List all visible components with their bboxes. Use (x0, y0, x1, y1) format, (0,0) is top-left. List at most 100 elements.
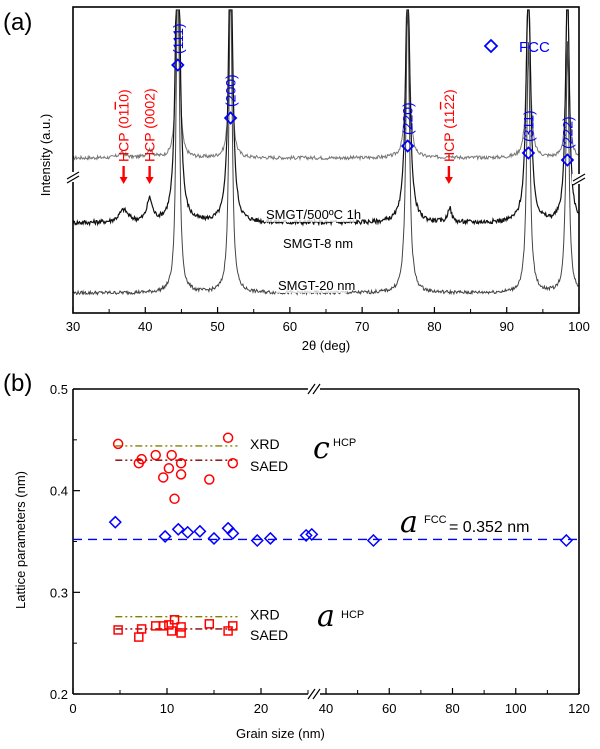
fcc-peak-label: (220) (400, 102, 416, 135)
x-tick-label: 40 (319, 701, 333, 716)
x-tick-label: 30 (66, 319, 80, 334)
panel-a-x-axis-label: 2θ (deg) (302, 338, 350, 353)
c-hcp-point (150, 449, 161, 461)
c-hcp-symbol: c (313, 431, 330, 466)
panel-b-x-axis-label: Grain size (nm) (236, 726, 325, 741)
x-tick-label: 100 (505, 701, 527, 716)
y-axis-break-gap-right (572, 174, 586, 184)
a-fcc-point (366, 533, 380, 548)
reference-line-label: XRD (250, 607, 280, 623)
y-tick-label: 0.5 (50, 382, 68, 397)
a-hcp-point (204, 619, 215, 629)
x-break-gap-bottom (308, 689, 320, 699)
c-hcp-point (175, 469, 187, 480)
c-hcp-point (204, 474, 215, 485)
x-axis-break-mark-top (307, 383, 316, 395)
a-hcp-point (164, 620, 174, 630)
c-hcp-point (166, 449, 177, 461)
hcp-arrow-down-icon (444, 177, 453, 184)
x-axis-break-mark-top (312, 383, 321, 395)
fcc-diamond-icon (223, 111, 238, 125)
a-hcp-point (134, 632, 144, 642)
a-fcc-point (263, 531, 277, 546)
a-fcc-superscript: FCC (424, 514, 447, 526)
hcp-peak-annotation: HCP (1122) (441, 89, 457, 162)
legend-label-fcc: FCC (519, 39, 550, 56)
axis-break-marks (66, 171, 586, 186)
c-hcp-point (136, 453, 147, 465)
hcp-peak-label: HCP (0002) (142, 88, 158, 162)
fcc-diamond-icon (400, 139, 415, 153)
x-break-gap-top (308, 384, 320, 394)
hcp-peak-label: HCP (1122) (441, 89, 457, 162)
c-hcp-point (222, 432, 234, 444)
y-tick-label: 0.2 (50, 687, 68, 702)
c-hcp-point (175, 457, 187, 469)
a-fcc-point (171, 522, 185, 536)
x-tick-label: 10 (160, 701, 174, 716)
x-tick-label: 50 (210, 319, 224, 334)
hcp-peak-annotation: HCP (0002) (142, 88, 158, 162)
reference-line-label: XRD (250, 436, 280, 452)
series-label: SMGT-8 nm (283, 236, 353, 251)
panel-b-lattice: (b) 0.2 0.3 0.4 0.5 0 10 20 40 60 80 100 120 Grain … (3, 370, 590, 741)
hcp-arrow-down-icon (145, 177, 154, 184)
series-label: SMGT-20 nm (278, 278, 355, 293)
series-label: SMGT/500ºC 1h (266, 207, 361, 222)
y-tick-label: 0.4 (50, 484, 68, 499)
lattice-annotations: c HCP a FCC = 0.352 nm a HCP (313, 431, 530, 634)
a-fcc-point (299, 528, 313, 542)
a-hcp-point (113, 625, 123, 635)
xrd-trace-smgt-500-c-1h (72, 9, 580, 162)
a-hcp-symbol: a (317, 599, 335, 634)
reference-lines: XRD SAED XRD SAED (73, 436, 579, 643)
fcc-peak-label: (200) (223, 74, 239, 107)
a-hcp-point (158, 621, 168, 631)
y-axis-break-mark-right (572, 173, 586, 182)
a-fcc-symbol: a (400, 505, 418, 540)
c-hcp-point (157, 472, 169, 483)
a-fcc-point (226, 526, 240, 540)
y-axis-break-mark-left (66, 171, 80, 180)
series-label-backdrop (276, 278, 347, 293)
a-fcc-point (158, 529, 172, 543)
x-tick-label: 40 (138, 319, 152, 334)
y-tick-label: 0.3 (50, 585, 68, 600)
panel-a-xrd: (a) 30 40 50 60 70 80 90 100 2θ (deg) Intensity… (3, 6, 590, 353)
fcc-peak-label: (311) (520, 110, 536, 142)
a-fcc-point (193, 524, 207, 538)
a-hcp-point (166, 626, 177, 636)
a-hcp-point (176, 628, 186, 638)
reference-line-label: SAED (250, 458, 288, 474)
fcc-peak-label: (111) (170, 23, 186, 54)
x-axis-break-mark-bottom (312, 688, 321, 700)
data-points (108, 432, 573, 642)
a-hcp-superscript: HCP (341, 609, 364, 621)
x-tick-label: 120 (568, 701, 590, 716)
x-tick-label: 0 (69, 701, 76, 716)
a-fcc-point (207, 531, 221, 546)
panel-b-y-axis-label: Lattice parameters (nm) (13, 471, 28, 609)
panel-b-ticks: 0.2 0.3 0.4 0.5 0 10 20 40 60 80 100 120 (50, 382, 590, 716)
c-hcp-point (169, 493, 180, 505)
x-tick-label: 20 (254, 701, 268, 716)
series-labels: SMGT/500ºC 1h SMGT-8 nm SMGT-20 nm (264, 207, 361, 293)
x-tick-label: 100 (568, 319, 590, 334)
panel-a-label: (a) (3, 9, 32, 36)
fcc-diamond-icon (560, 153, 575, 167)
hcp-peak-label: HCP (0110) (116, 89, 132, 162)
fcc-diamond-icon (521, 146, 536, 160)
legend: FCC (483, 38, 550, 56)
a-fcc-point (250, 533, 264, 548)
a-fcc-point (181, 525, 195, 539)
c-hcp-superscript: HCP (333, 437, 356, 449)
hcp-arrow-down-icon (119, 177, 128, 184)
peak-annotations: (111) (200) (220) (311) (222) HCP (0110) HCP (… (116, 23, 575, 184)
a-hcp-point (169, 615, 180, 625)
series-label-backdrop (281, 236, 345, 251)
x-tick-label: 60 (283, 319, 297, 334)
y-axis-break-mark-left (66, 175, 80, 184)
x-tick-label: 70 (355, 319, 369, 334)
a-fcc-point (108, 515, 122, 529)
